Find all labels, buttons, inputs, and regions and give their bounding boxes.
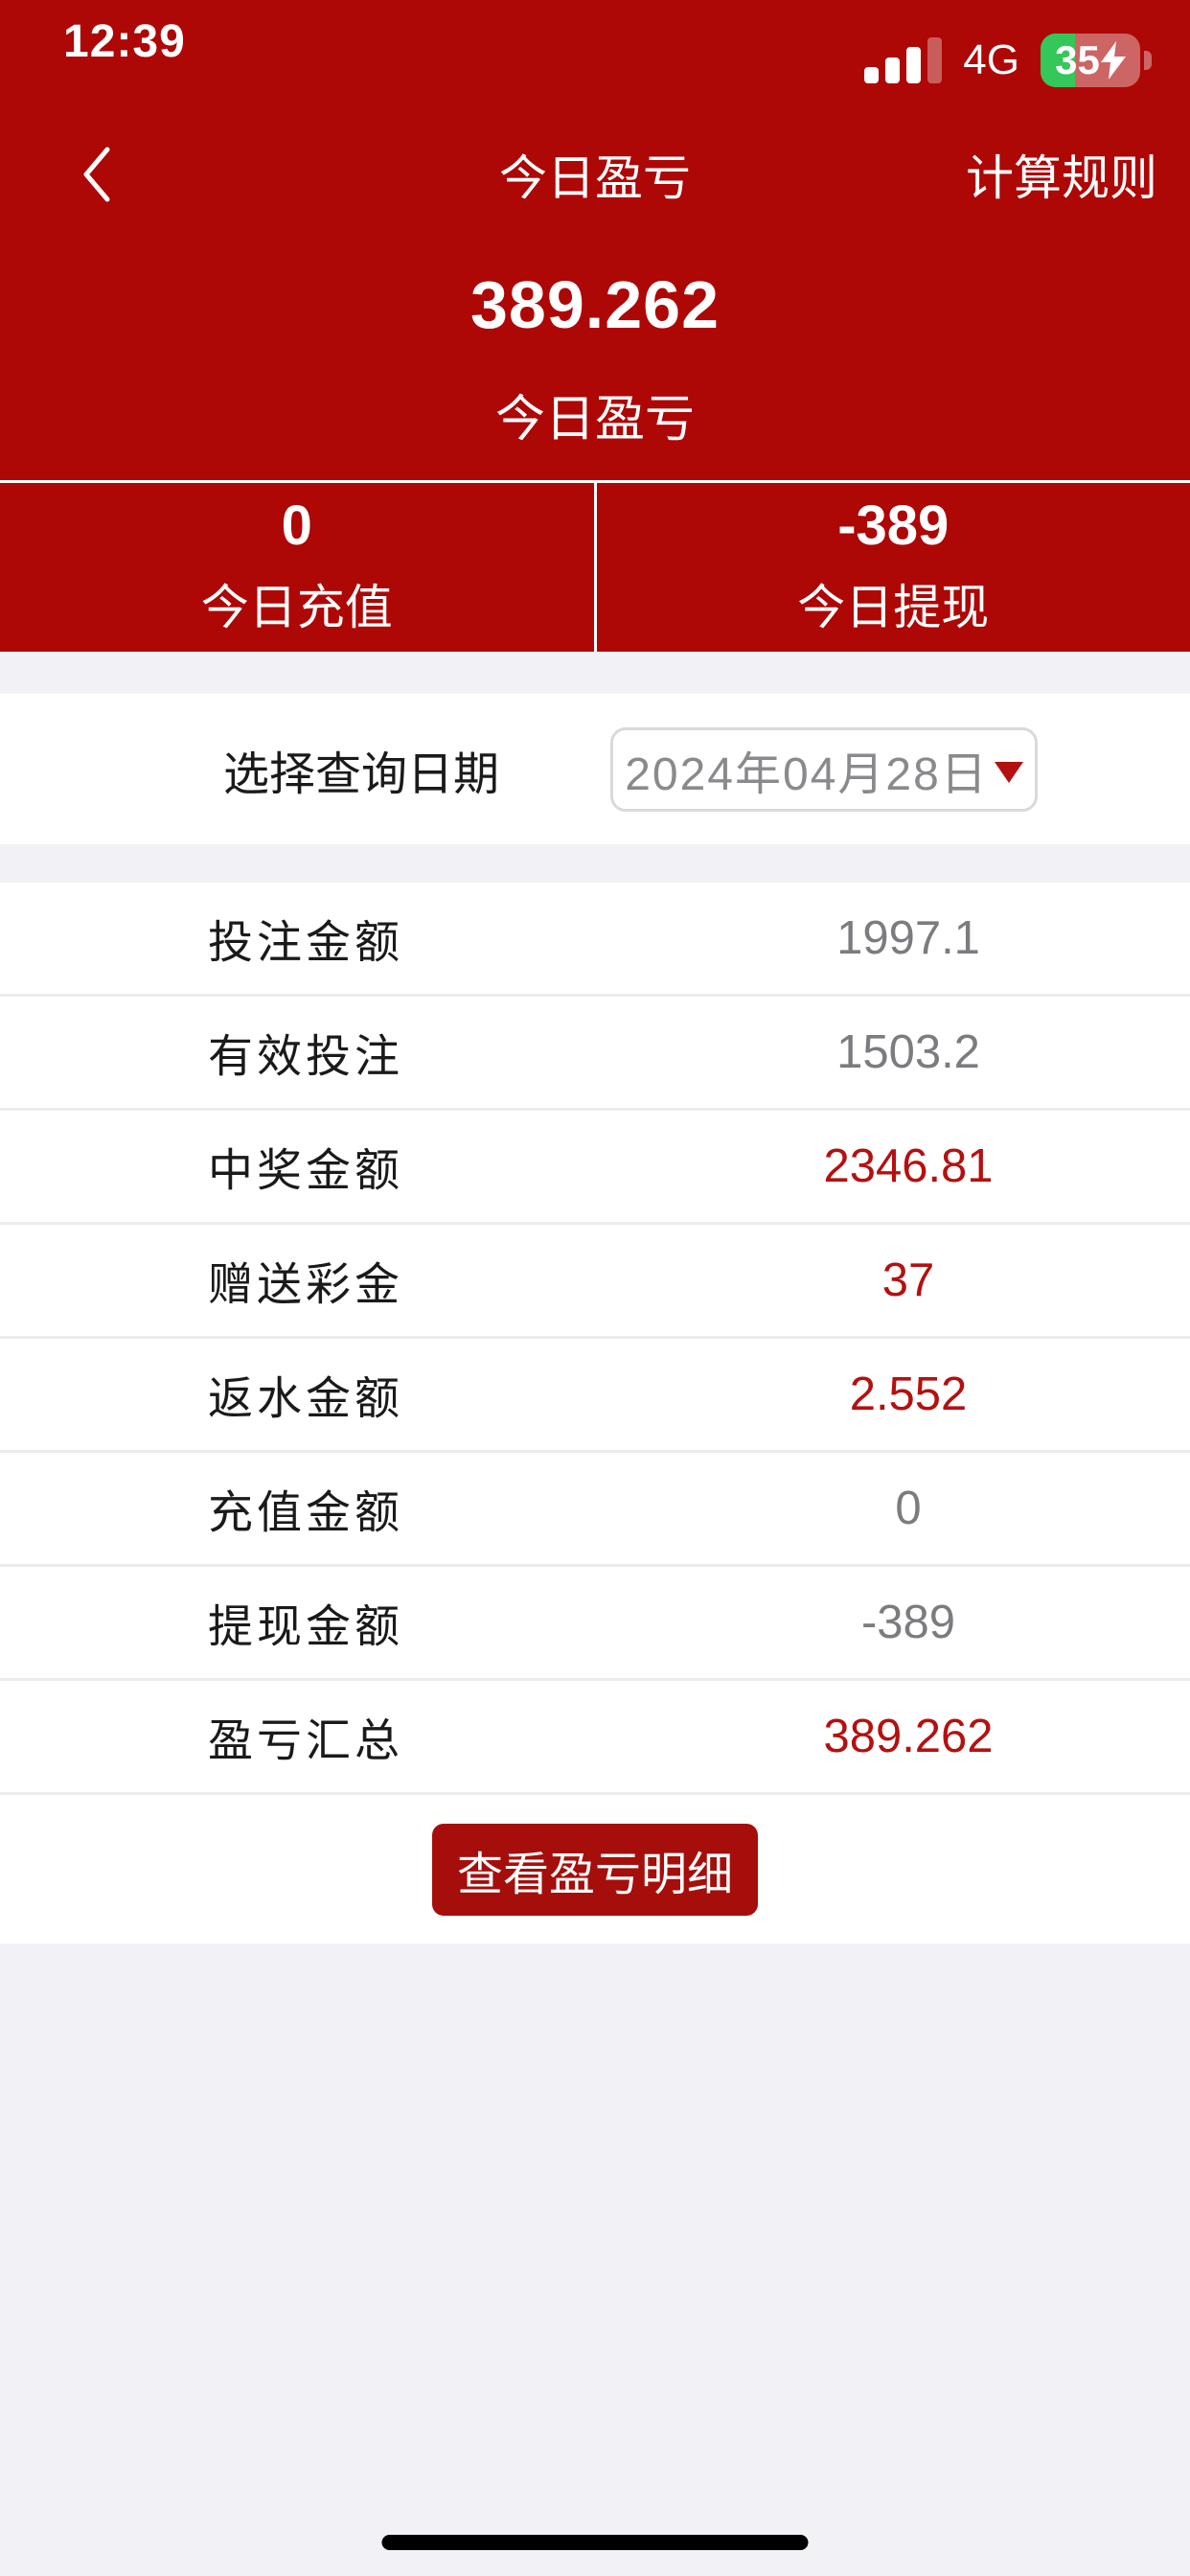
date-picker-label: 选择查询日期 [223, 748, 500, 800]
chevron-left-icon [83, 147, 110, 202]
battery-fill-level [1041, 34, 1076, 87]
table-row: 中奖金额 2346.81 [0, 1111, 1190, 1225]
table-row: 有效投注 1503.2 [0, 997, 1190, 1111]
row-label: 赠送彩金 [208, 1258, 403, 1310]
row-value: 389.262 [823, 1711, 994, 1762]
cellular-signal-icon [864, 37, 943, 83]
summary-amount: 389.262 [469, 267, 721, 342]
date-picker-band: 选择查询日期 2024年04月28日 [0, 694, 1190, 844]
stat-deposit: 0 今日充值 [0, 483, 597, 652]
battery-icon: 35 [1041, 34, 1152, 87]
header: 12:39 4G 35 [0, 0, 1190, 480]
table-row: 盈亏汇总 389.262 [0, 1681, 1190, 1795]
row-value: 1997.1 [836, 912, 980, 964]
row-value: 1503.2 [836, 1026, 980, 1078]
battery-nub [1144, 51, 1152, 70]
stat-withdraw: -389 今日提现 [597, 483, 1190, 652]
table-row: 返水金额 2.552 [0, 1339, 1190, 1453]
table-row: 投注金额 1997.1 [0, 883, 1190, 997]
table-row: 提现金额 -389 [0, 1567, 1190, 1681]
home-indicator[interactable] [381, 2535, 809, 2550]
back-button[interactable] [54, 126, 140, 222]
date-picker-value: 2024年04月28日 [625, 748, 989, 800]
battery-percent: 35 [1055, 37, 1100, 82]
row-value: -389 [860, 1597, 956, 1648]
page-title: 今日盈亏 [499, 151, 691, 205]
row-label: 投注金额 [208, 916, 403, 968]
stats-section: 0 今日充值 -389 今日提现 [0, 480, 1190, 652]
nav-bar: 今日盈亏 计算规则 [0, 126, 1190, 222]
row-value: 37 [881, 1254, 935, 1306]
calc-rules-link[interactable]: 计算规则 [966, 151, 1157, 205]
stat-withdraw-value: -389 [837, 494, 950, 557]
row-label: 有效投注 [208, 1030, 403, 1082]
status-bar: 12:39 4G 35 [0, 0, 1190, 126]
stat-deposit-value: 0 [281, 494, 312, 557]
row-label: 充值金额 [208, 1486, 403, 1538]
row-value: 0 [895, 1483, 922, 1534]
row-value: 2346.81 [823, 1140, 994, 1192]
summary-label: 今日盈亏 [494, 392, 695, 448]
row-label: 中奖金额 [208, 1144, 403, 1196]
spacer [0, 652, 1190, 694]
charging-bolt-icon [1100, 41, 1126, 80]
footer [0, 1944, 1190, 2573]
status-icons: 4G 35 [864, 29, 1152, 92]
caret-down-icon [994, 761, 1023, 783]
table-row: 赠送彩金 37 [0, 1225, 1190, 1339]
summary-section: 389.262 今日盈亏 [0, 222, 1190, 480]
spacer [0, 844, 1190, 883]
row-label: 返水金额 [208, 1372, 403, 1424]
row-label: 提现金额 [208, 1600, 403, 1652]
table-row: 充值金额 0 [0, 1453, 1190, 1567]
status-time: 12:39 [63, 16, 186, 67]
network-type-label: 4G [963, 36, 1019, 83]
date-picker-select[interactable]: 2024年04月28日 [610, 726, 1039, 812]
view-profit-detail-button[interactable]: 查看盈亏明细 [432, 1823, 758, 1916]
row-value: 2.552 [849, 1368, 968, 1420]
stat-withdraw-label: 今日提现 [797, 581, 990, 634]
stat-deposit-label: 今日充值 [200, 581, 393, 634]
row-label: 盈亏汇总 [208, 1714, 403, 1766]
button-band: 查看盈亏明细 [0, 1795, 1190, 1944]
summary-table: 投注金额 1997.1 有效投注 1503.2 中奖金额 2346.81 赠送彩… [0, 883, 1190, 1795]
